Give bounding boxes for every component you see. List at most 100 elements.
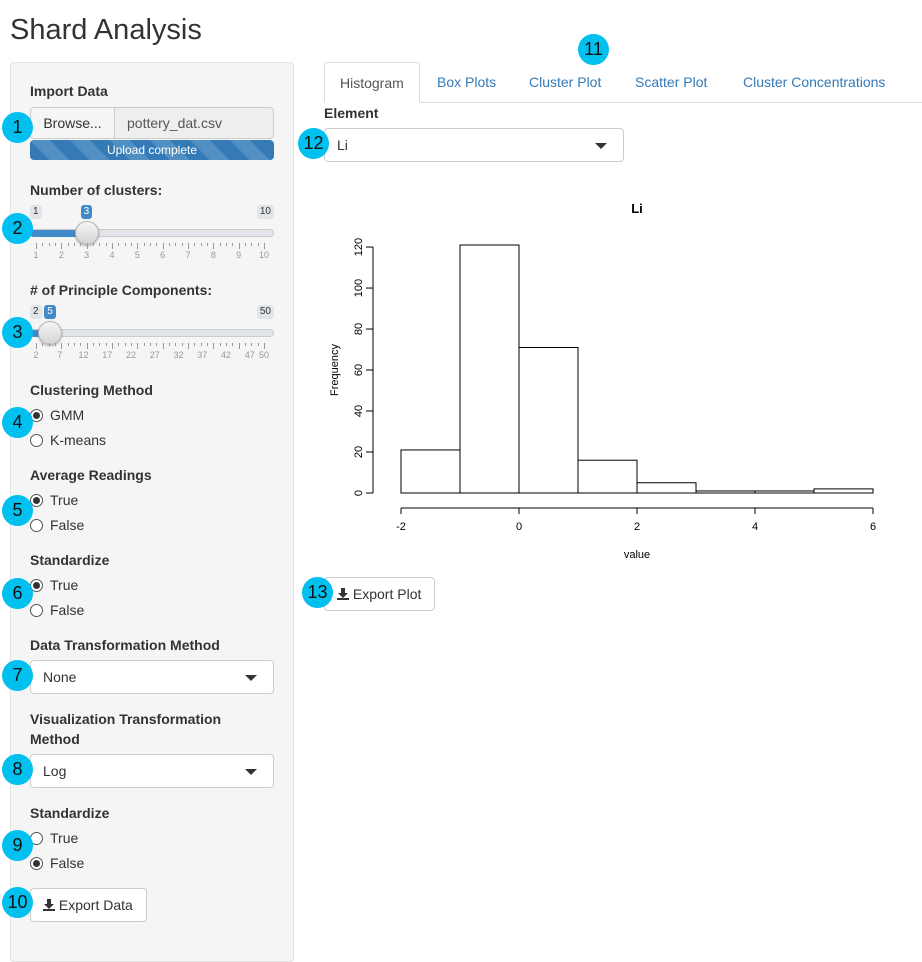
annotation-badge: 8 (2, 754, 33, 785)
clusters-tick-label: 2 (58, 250, 64, 260)
y-tick-label: 120 (353, 238, 365, 256)
pcs-tick (200, 343, 202, 346)
clusters-tick (131, 243, 132, 246)
pcs-tick-label: 7 (57, 350, 63, 360)
histogram-bar (636, 482, 697, 494)
x-tick-label: 4 (752, 521, 758, 533)
pcs-tick (156, 343, 158, 346)
pcs-tick-label: 12 (78, 350, 89, 360)
clusters-tick-label: 5 (134, 250, 140, 260)
x-tick-label: 0 (516, 521, 522, 533)
export-data-label: Export Data (58, 897, 133, 913)
annotation-badge: 2 (2, 213, 33, 244)
pcs-tick-label: 27 (149, 350, 160, 360)
vis-transform-label-line2: Method (30, 731, 80, 747)
clusters-tick (156, 243, 158, 246)
clusters-tick-label: 4 (109, 250, 115, 260)
pcs-tick (181, 343, 183, 346)
pcs-slider-handle[interactable] (38, 321, 63, 345)
clusters-tick (137, 243, 139, 249)
pcs-tick (226, 343, 227, 346)
standardize-radio-true[interactable] (30, 579, 43, 592)
pcs-tick (162, 343, 164, 349)
pcs-tick (55, 343, 56, 346)
page-title: Shard Analysis (10, 14, 202, 46)
x-axis-label: value (624, 549, 650, 561)
tab-scatter-plot[interactable]: Scatter Plot (635, 74, 708, 90)
clusters-min-label: 1 (30, 205, 42, 219)
clusters-tick (118, 243, 120, 246)
vis-transform-value: Log (43, 763, 67, 779)
y-axis-label: Frequency (329, 344, 341, 396)
tab-cluster-plot[interactable]: Cluster Plot (529, 74, 602, 90)
tab-cluster-concentrations[interactable]: Cluster Concentrations (743, 74, 886, 90)
tab-box-plots[interactable]: Box Plots (437, 74, 497, 90)
clusters-tick (245, 243, 246, 246)
pcs-tick (219, 343, 221, 346)
pcs-tick (61, 343, 63, 349)
clusters-tick (105, 243, 107, 246)
average_readings-radio-true[interactable] (30, 494, 43, 507)
histogram-bar (518, 346, 579, 494)
pcs-tick (48, 343, 50, 346)
export-plot-button[interactable]: Export Plot (324, 577, 435, 611)
pcs-tick (80, 343, 82, 346)
clusters-tick (194, 243, 196, 246)
standardize-radio-false[interactable] (30, 604, 43, 617)
browse-button[interactable]: Browse... (30, 107, 115, 139)
download-icon (337, 588, 349, 600)
data-transform-select[interactable]: None (30, 660, 274, 694)
clusters-tick (219, 243, 221, 246)
pcs-tick (245, 343, 246, 346)
element-label: Element (324, 105, 379, 121)
annotation-badge: 3 (2, 317, 33, 348)
clusters-tick (175, 243, 177, 246)
pcs-tick (143, 343, 145, 346)
pcs-slider-track (30, 329, 274, 337)
pcs-tick (232, 343, 234, 346)
clustering_method-radio-k-means[interactable] (30, 434, 43, 447)
pcs-tick (93, 343, 94, 346)
x-tick-label: 2 (634, 521, 640, 533)
pcs-tick (264, 343, 265, 349)
clusters-value-label: 3 (80, 205, 93, 219)
clusters-slider-handle[interactable] (74, 221, 99, 245)
pcs-tick-label: 22 (125, 350, 137, 360)
pcs-tick (105, 343, 107, 346)
pcs-tick (169, 343, 170, 346)
annotation-badge: 1 (2, 112, 33, 143)
clusters-tick (42, 243, 44, 246)
histogram-bar (813, 488, 874, 494)
annotation-badge: 5 (2, 495, 33, 526)
annotation-badge: 11 (578, 34, 609, 65)
clusters-tick (124, 243, 126, 246)
average_readings-radio-false[interactable] (30, 519, 43, 532)
export-data-button[interactable]: Export Data (30, 888, 147, 922)
clusters-tick-label: 1 (33, 250, 39, 260)
pcs-tick (131, 343, 132, 346)
annotation-badge: 6 (2, 578, 33, 609)
annotation-badge: 9 (2, 830, 33, 861)
download-icon (43, 899, 55, 911)
clusters-tick (150, 243, 151, 246)
clusters-tick (188, 243, 189, 249)
pcs-tick (238, 343, 240, 349)
pcs-tick (118, 343, 120, 346)
radio-label: GMM (50, 407, 85, 423)
clusters-tick (48, 243, 50, 246)
pcs-min-label: 2 (30, 305, 42, 319)
histogram-bar (754, 490, 815, 494)
standardize-label: Standardize (30, 552, 110, 568)
clusters-tick (36, 243, 37, 249)
element-select[interactable]: Li (324, 128, 624, 162)
standardize_vis-radio-false[interactable] (30, 857, 43, 870)
export-plot-label: Export Plot (352, 586, 422, 602)
vis-transform-select[interactable]: Log (30, 754, 274, 788)
y-tick-label: 80 (353, 323, 365, 335)
clusters-max-label: 10 (256, 205, 274, 219)
clusters-tick (74, 243, 75, 246)
tab-histogram[interactable]: Histogram (324, 62, 420, 103)
clusters-tick (181, 243, 183, 246)
clusters-tick (251, 243, 253, 246)
vis-transform-label-line1: Visualization Transformation (30, 711, 222, 727)
